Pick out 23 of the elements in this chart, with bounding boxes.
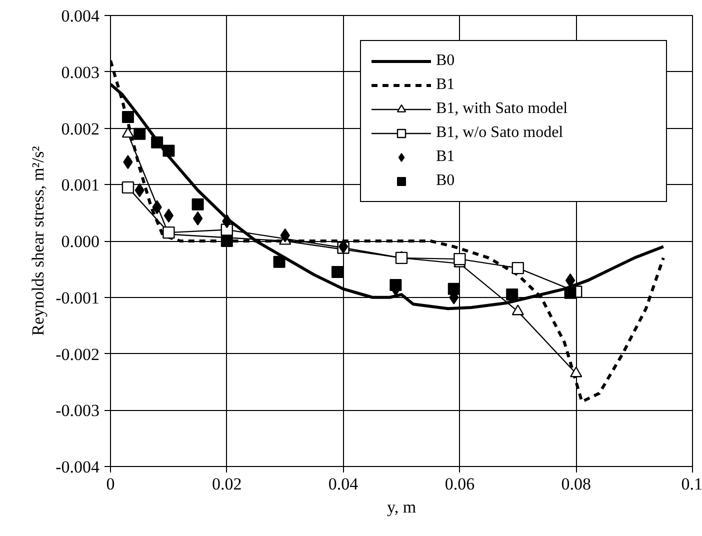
legend-label: B1	[436, 148, 456, 166]
x-tick-label: 0.06	[444, 474, 475, 494]
legend-label: B1, with Sato model	[436, 100, 569, 118]
y-tick-label: -0.002	[56, 344, 100, 364]
x-tick-label: 0.08	[561, 474, 591, 494]
legend-label: B0	[436, 172, 456, 190]
y-tick-label: -0.001	[56, 288, 100, 308]
x-tick-label: 0.1	[681, 474, 702, 494]
x-tick-label: 0	[106, 474, 115, 494]
x-axis-title: y, m	[386, 498, 416, 516]
legend-label: B0	[436, 52, 456, 70]
legend-label: B1, w/o Sato model	[436, 124, 564, 142]
y-tick-label: -0.004	[56, 458, 100, 476]
x-tick-label: 0.02	[212, 474, 242, 494]
y-tick-label: 0.004	[61, 6, 100, 26]
y-axis-title: Reynolds shear stress, m²/s²	[28, 146, 48, 336]
y-tick-label: 0.002	[61, 119, 100, 138]
y-tick-label: -0.003	[56, 401, 100, 420]
y-tick-label: 0.000	[61, 232, 100, 251]
legend-label: B1	[436, 76, 456, 94]
y-tick-label: 0.001	[61, 176, 100, 195]
y-tick-label: 0.003	[61, 62, 100, 82]
x-tick-label: 0.04	[328, 474, 359, 494]
